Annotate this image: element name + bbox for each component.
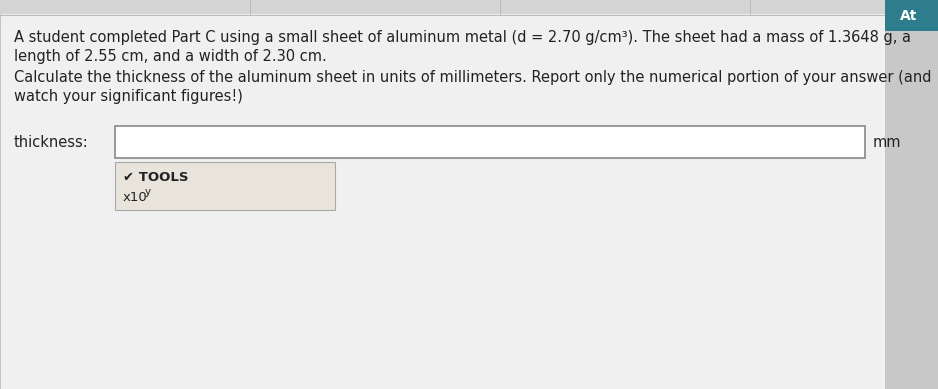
Text: thickness:: thickness: [14,135,89,149]
Text: mm: mm [873,135,901,149]
Bar [0,0,885,14]
Text: x10: x10 [123,191,148,203]
Text: At: At [900,9,917,23]
Text: watch your significant figures!): watch your significant figures!) [14,89,243,103]
Bar [885,0,938,31]
Bar [115,162,335,210]
Bar [115,126,865,158]
Text: length of 2.55 cm, and a width of 2.30 cm.: length of 2.55 cm, and a width of 2.30 c… [14,49,326,63]
Text: Calculate the thickness of the aluminum sheet in units of millimeters. Report on: Calculate the thickness of the aluminum … [14,70,931,84]
Text: ✔ TOOLS: ✔ TOOLS [123,170,189,184]
Bar [885,31,938,389]
Text: y: y [145,187,151,197]
Text: A student completed Part C using a small sheet of aluminum metal (d = 2.70 g/cm³: A student completed Part C using a small… [14,30,911,44]
